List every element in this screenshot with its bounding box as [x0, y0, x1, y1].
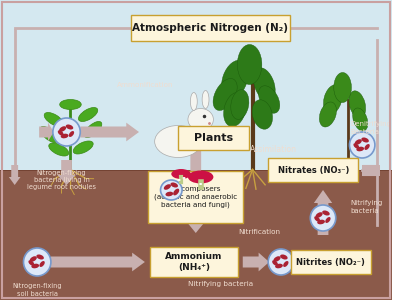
Ellipse shape [334, 73, 352, 103]
Ellipse shape [314, 216, 320, 222]
Polygon shape [80, 123, 139, 141]
Text: Nitrifying bacteria: Nitrifying bacteria [188, 281, 253, 287]
Ellipse shape [280, 254, 288, 260]
Ellipse shape [155, 125, 202, 158]
Ellipse shape [252, 100, 272, 129]
Ellipse shape [188, 109, 213, 130]
Ellipse shape [259, 86, 280, 113]
Text: Atmospheric Nitrogen (N₂): Atmospheric Nitrogen (N₂) [132, 23, 288, 33]
Ellipse shape [49, 143, 69, 156]
Polygon shape [187, 205, 205, 233]
Ellipse shape [173, 189, 179, 195]
Ellipse shape [231, 90, 249, 119]
Ellipse shape [164, 184, 171, 190]
Ellipse shape [60, 100, 81, 110]
Ellipse shape [59, 126, 66, 132]
Text: Denitrifying
Bacteria: Denitrifying Bacteria [350, 121, 392, 135]
Ellipse shape [325, 217, 330, 223]
Polygon shape [9, 165, 20, 185]
Polygon shape [51, 253, 145, 271]
Ellipse shape [69, 131, 74, 137]
Ellipse shape [322, 211, 330, 215]
Ellipse shape [188, 170, 213, 184]
Circle shape [310, 205, 336, 231]
Ellipse shape [364, 144, 370, 150]
Ellipse shape [190, 92, 197, 110]
Circle shape [268, 249, 294, 275]
Bar [0, 0, 392, 169]
Ellipse shape [353, 108, 368, 131]
Ellipse shape [36, 254, 44, 260]
Text: Nitrification: Nitrification [238, 229, 280, 235]
Ellipse shape [224, 92, 246, 127]
Ellipse shape [58, 130, 64, 136]
Ellipse shape [349, 91, 366, 118]
Ellipse shape [356, 147, 364, 151]
Ellipse shape [199, 183, 202, 185]
Ellipse shape [213, 79, 237, 110]
Ellipse shape [319, 102, 336, 127]
Ellipse shape [324, 85, 342, 114]
Ellipse shape [160, 180, 182, 200]
Polygon shape [187, 150, 205, 188]
Ellipse shape [178, 179, 181, 181]
FancyBboxPatch shape [148, 171, 243, 223]
Text: Decomposers
(aerobic and anaerobic
bacteria and fungi): Decomposers (aerobic and anaerobic bacte… [154, 186, 238, 208]
Ellipse shape [283, 261, 288, 267]
Circle shape [24, 248, 51, 276]
FancyBboxPatch shape [150, 247, 238, 277]
Polygon shape [314, 190, 332, 235]
Ellipse shape [28, 260, 34, 266]
Polygon shape [362, 161, 380, 179]
Ellipse shape [40, 127, 58, 142]
Ellipse shape [355, 139, 362, 145]
Ellipse shape [73, 141, 93, 154]
Polygon shape [39, 123, 54, 141]
Text: Nitrites (NO₂⁻): Nitrites (NO₂⁻) [296, 257, 365, 266]
Ellipse shape [222, 60, 248, 99]
Ellipse shape [84, 122, 102, 137]
Ellipse shape [78, 107, 98, 122]
Text: Nitrates (NO₃⁻): Nitrates (NO₃⁻) [278, 166, 349, 175]
Ellipse shape [30, 256, 37, 262]
Ellipse shape [275, 264, 283, 268]
Text: Nitrogen-fixing
bacteria living in
legume root nodules: Nitrogen-fixing bacteria living in legum… [27, 169, 96, 190]
Ellipse shape [40, 261, 45, 267]
Circle shape [350, 132, 375, 158]
Text: Ammonification: Ammonification [117, 82, 173, 88]
Ellipse shape [31, 264, 39, 268]
Ellipse shape [361, 137, 369, 142]
Text: Ammonium
(NH₄⁺): Ammonium (NH₄⁺) [165, 252, 222, 272]
Ellipse shape [66, 124, 73, 130]
Text: Nitrogen-fixing
soil bacteria: Nitrogen-fixing soil bacteria [12, 283, 62, 297]
Text: Plants: Plants [194, 133, 233, 143]
Polygon shape [58, 160, 76, 185]
Ellipse shape [202, 91, 209, 109]
Polygon shape [254, 22, 289, 34]
Circle shape [53, 118, 80, 146]
Ellipse shape [237, 44, 262, 85]
Ellipse shape [182, 177, 186, 179]
Ellipse shape [317, 220, 325, 224]
Text: Assimilation: Assimilation [250, 146, 297, 154]
Ellipse shape [316, 212, 323, 218]
Polygon shape [298, 253, 313, 271]
Ellipse shape [170, 182, 178, 188]
Ellipse shape [61, 134, 68, 138]
Ellipse shape [272, 260, 278, 266]
FancyBboxPatch shape [291, 250, 371, 274]
FancyBboxPatch shape [131, 15, 290, 41]
FancyBboxPatch shape [268, 158, 358, 182]
Text: Nitrifying
bacteria: Nitrifying bacteria [350, 200, 383, 214]
Ellipse shape [171, 169, 191, 179]
FancyBboxPatch shape [178, 126, 249, 150]
Polygon shape [243, 253, 269, 271]
Ellipse shape [274, 256, 280, 262]
Ellipse shape [166, 192, 173, 196]
Ellipse shape [353, 143, 359, 149]
Ellipse shape [253, 68, 275, 101]
Bar [0, 169, 392, 300]
Ellipse shape [44, 112, 64, 127]
